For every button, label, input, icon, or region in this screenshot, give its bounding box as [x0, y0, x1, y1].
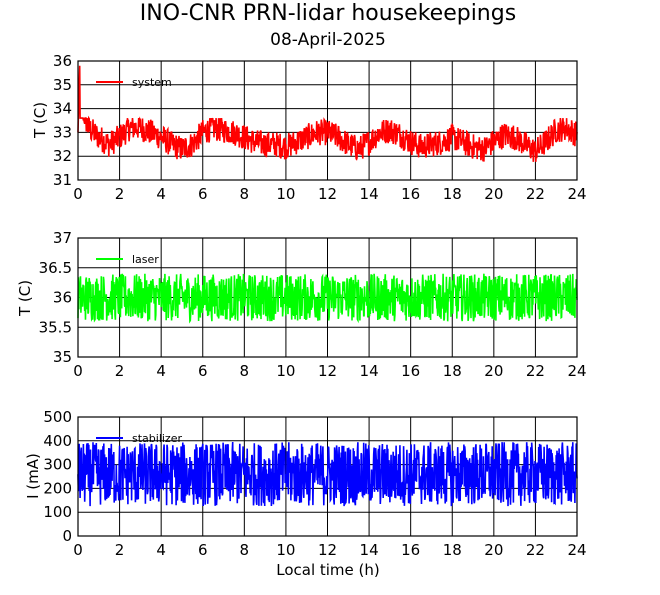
xtick-label-2-4: 8 [240, 541, 250, 559]
xtick-label-1-6: 12 [318, 362, 337, 380]
xtick-label-0-2: 4 [156, 185, 166, 203]
xtick-label-1-11: 22 [526, 362, 545, 380]
xlabel-2: Local time (h) [276, 561, 380, 579]
plot-frame-0 [77, 60, 578, 181]
xtick-label-0-7: 14 [360, 185, 379, 203]
series-line-stabilizer [77, 441, 578, 507]
xtick-label-0-3: 6 [198, 185, 208, 203]
series-line-laser [77, 273, 578, 324]
ylabel-1: T (C) [16, 280, 34, 317]
ytick-label-1-3: 36.5 [39, 259, 72, 277]
xtick-label-1-3: 6 [198, 362, 208, 380]
ytick-label-0-2: 33 [53, 123, 72, 141]
legend-label-system: system [132, 76, 172, 89]
xtick-label-2-10: 20 [484, 541, 503, 559]
xtick-label-0-9: 18 [443, 185, 462, 203]
ylabel-2: I (mA) [24, 453, 42, 499]
xtick-label-0-1: 2 [115, 185, 125, 203]
ytick-label-0-5: 36 [53, 52, 72, 70]
xtick-label-2-12: 24 [567, 541, 586, 559]
legend-label-laser: laser [132, 253, 159, 266]
xtick-label-1-12: 24 [567, 362, 586, 380]
xtick-label-1-2: 4 [156, 362, 166, 380]
xtick-label-0-6: 12 [318, 185, 337, 203]
xtick-label-1-0: 0 [73, 362, 83, 380]
ytick-label-2-2: 200 [43, 479, 72, 497]
xtick-label-1-7: 14 [360, 362, 379, 380]
ytick-label-0-1: 32 [53, 147, 72, 165]
ytick-label-1-4: 37 [53, 229, 72, 247]
xtick-label-1-4: 8 [240, 362, 250, 380]
xtick-label-2-11: 22 [526, 541, 545, 559]
xtick-label-0-10: 20 [484, 185, 503, 203]
xtick-label-2-2: 4 [156, 541, 166, 559]
ylabel-0: T (C) [31, 102, 49, 139]
ytick-label-1-2: 36 [53, 289, 72, 307]
ytick-label-0-4: 35 [53, 76, 72, 94]
xtick-label-1-5: 10 [276, 362, 295, 380]
xtick-label-0-11: 22 [526, 185, 545, 203]
xtick-label-2-8: 16 [401, 541, 420, 559]
ytick-label-2-3: 300 [43, 456, 72, 474]
xtick-label-2-6: 12 [318, 541, 337, 559]
plot-frame-1 [77, 237, 578, 358]
ytick-label-1-1: 35.5 [39, 318, 72, 336]
legend-label-stabilizer: stabilizer [132, 432, 182, 445]
ytick-label-2-4: 400 [43, 432, 72, 450]
ytick-label-0-3: 34 [53, 100, 72, 118]
xtick-label-2-1: 2 [115, 541, 125, 559]
xtick-label-1-1: 2 [115, 362, 125, 380]
chart-subtitle: 08-April-2025 [270, 30, 386, 50]
ytick-label-2-5: 500 [43, 408, 72, 426]
xtick-label-0-4: 8 [240, 185, 250, 203]
ytick-label-0-0: 31 [53, 171, 72, 189]
xtick-label-1-9: 18 [443, 362, 462, 380]
xtick-label-1-10: 20 [484, 362, 503, 380]
xtick-label-1-8: 16 [401, 362, 420, 380]
ytick-label-2-0: 0 [62, 527, 72, 545]
xtick-label-2-3: 6 [198, 541, 208, 559]
series-line-system [77, 65, 578, 162]
ytick-label-1-0: 35 [53, 348, 72, 366]
xtick-label-2-5: 10 [276, 541, 295, 559]
ytick-label-2-1: 100 [43, 503, 72, 521]
xtick-label-0-8: 16 [401, 185, 420, 203]
xtick-label-2-9: 18 [443, 541, 462, 559]
plot-frame-2 [77, 416, 578, 537]
chart-title: INO-CNR PRN-lidar housekeepings [140, 1, 516, 26]
xtick-label-0-5: 10 [276, 185, 295, 203]
xtick-label-0-12: 24 [567, 185, 586, 203]
xtick-label-2-0: 0 [73, 541, 83, 559]
xtick-label-0-0: 0 [73, 185, 83, 203]
xtick-label-2-7: 14 [360, 541, 379, 559]
